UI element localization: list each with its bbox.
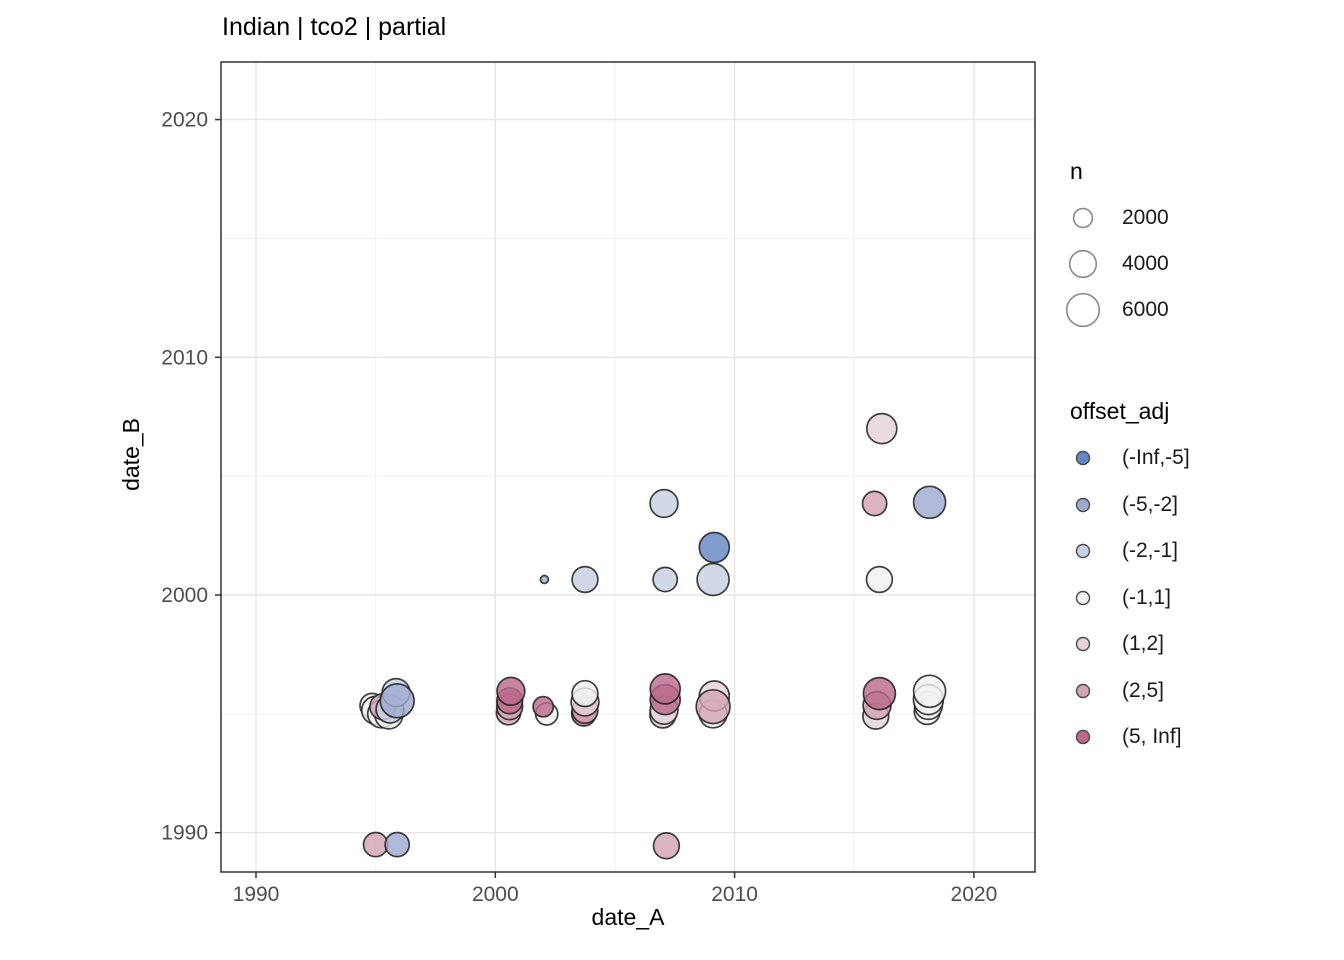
x-tick-labels: 1990 2000 2010 2020	[233, 883, 998, 906]
data-point	[571, 565, 599, 594]
data-point	[652, 566, 679, 593]
data-point	[532, 695, 555, 718]
data-points	[359, 412, 947, 860]
color-key-circle-icon	[1056, 448, 1110, 468]
size-legend-label: 2000	[1122, 206, 1169, 229]
major-gridlines	[221, 62, 1035, 872]
color-key-circle-icon	[1056, 541, 1110, 561]
size-key-circle-icon	[1056, 244, 1110, 284]
color-legend-label: (-5,-2]	[1122, 492, 1179, 516]
color-legend-label: (5, Inf]	[1122, 725, 1182, 749]
color-legend-entry: (-2,-1]	[1056, 528, 1342, 575]
color-key-circle-icon	[1056, 495, 1110, 515]
x-tick-label: 2010	[711, 883, 758, 906]
data-point	[865, 565, 894, 594]
color-legend: offset_adj (-Inf,-5] (-5,-2] (-2,-1] (-1,1]…	[1056, 398, 1342, 761]
y-tick-labels: 1990 2000 2010 2020	[161, 109, 208, 845]
axis-tick-marks	[215, 118, 975, 878]
data-point	[379, 683, 415, 719]
color-legend-entry: (5, Inf]	[1056, 714, 1342, 761]
y-tick-label: 1990	[161, 822, 208, 845]
data-point	[912, 485, 947, 520]
size-key-circle-icon	[1056, 198, 1110, 238]
data-point	[652, 832, 681, 860]
x-tick-label: 2000	[472, 883, 519, 906]
color-legend-entry: (-Inf,-5]	[1056, 435, 1342, 482]
color-legend-entry: (-1,1]	[1056, 575, 1342, 622]
y-tick-label: 2010	[161, 346, 208, 369]
data-point	[362, 831, 389, 858]
size-legend-label: 6000	[1122, 298, 1169, 321]
color-legend-label: (-2,-1]	[1122, 539, 1179, 563]
color-legend-entry: (1,2]	[1056, 621, 1342, 668]
size-legend-title: n	[1070, 158, 1083, 184]
size-key-circle-icon	[1056, 290, 1110, 330]
x-axis-title: date_A	[591, 904, 665, 930]
color-legend-label: (2,5]	[1122, 678, 1165, 702]
y-axis-title: date_B	[118, 418, 144, 491]
size-legend: n 2000 4000 6000	[1056, 158, 1342, 333]
color-legend-entry: (2,5]	[1056, 668, 1342, 715]
data-point	[861, 490, 888, 517]
data-point	[649, 673, 682, 705]
x-tick-label: 2020	[951, 883, 998, 906]
panel-border	[220, 61, 1036, 873]
data-point	[865, 412, 898, 445]
data-point	[912, 674, 947, 709]
color-key-circle-icon	[1056, 727, 1110, 747]
color-key-circle-icon	[1056, 588, 1110, 608]
plot-title: Indian | tco2 | partial	[222, 13, 447, 41]
data-point	[384, 831, 411, 858]
minor-gridlines	[221, 62, 1035, 872]
data-point	[698, 531, 731, 564]
color-legend-label: (-Inf,-5]	[1122, 446, 1190, 470]
data-point	[496, 676, 526, 707]
size-legend-entry: 2000	[1056, 195, 1342, 241]
data-point	[695, 688, 731, 725]
color-legend-entry: (-5,-2]	[1056, 482, 1342, 529]
color-key-circle-icon	[1056, 681, 1110, 701]
y-tick-label: 2020	[161, 109, 208, 132]
data-point	[696, 562, 730, 597]
size-legend-entry: 6000	[1056, 287, 1342, 333]
data-point	[539, 574, 550, 585]
color-legend-label: (-1,1]	[1122, 585, 1172, 609]
data-point	[649, 488, 679, 519]
color-legend-label: (1,2]	[1122, 632, 1165, 656]
x-tick-label: 1990	[233, 883, 280, 906]
color-key-circle-icon	[1056, 634, 1110, 654]
color-legend-title: offset_adj	[1070, 398, 1170, 424]
size-legend-entry: 4000	[1056, 241, 1342, 287]
data-point	[571, 679, 599, 708]
size-legend-label: 4000	[1122, 252, 1169, 275]
y-tick-label: 2000	[161, 584, 208, 607]
data-point	[862, 676, 897, 711]
